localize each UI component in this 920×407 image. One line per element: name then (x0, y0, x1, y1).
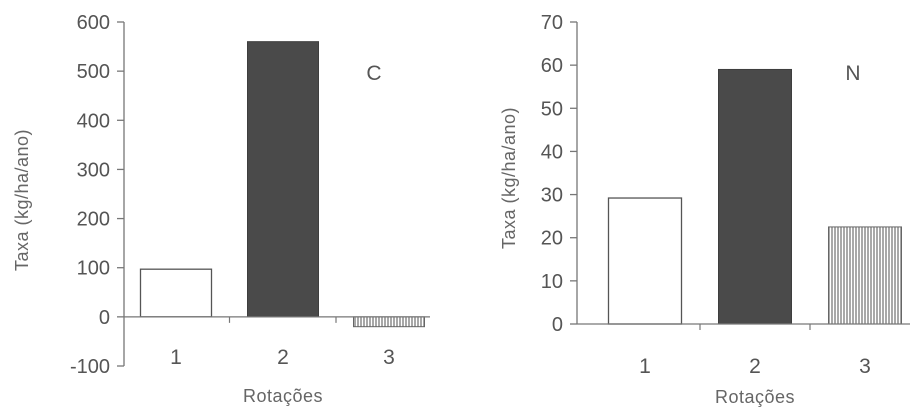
x-tick-label-c-1: 1 (170, 346, 182, 369)
bar-c-2 (247, 41, 319, 318)
y-tick-label-c-200: 200 (77, 209, 110, 231)
y-tick-label-c-400: 400 (77, 110, 110, 132)
bar-n-1 (607, 197, 683, 325)
bar-c-3 (353, 316, 425, 328)
bar-n-2 (718, 68, 792, 325)
y-tick-label-n-20: 20 (541, 228, 563, 250)
y-axis-label-n: Taxa (kg/ha/ano) (499, 107, 519, 249)
y-ticks-c: -100 0 100 200 300 400 500 600 (70, 12, 124, 378)
y-tick-label-c-500: 500 (77, 61, 110, 83)
x-ticks-n: 1 2 3 (639, 324, 871, 378)
x-axis-label-n: Rotações (715, 387, 795, 407)
x-tick-label-n-2: 2 (749, 355, 761, 378)
x-tick-label-n-3: 3 (859, 355, 871, 378)
y-tick-label-c-600: 600 (77, 12, 110, 34)
y-tick-label-n-70: 70 (541, 12, 563, 34)
y-tick-label-c--100: -100 (70, 356, 110, 378)
bars-c (139, 41, 425, 328)
y-tick-label-n-50: 50 (541, 98, 563, 120)
x-axis-label-c: Rotações (243, 386, 323, 406)
y-tick-label-n-40: 40 (541, 141, 563, 163)
panel-label-c: C (366, 62, 381, 85)
y-tick-label-n-30: 30 (541, 185, 563, 207)
x-tick-label-c-3: 3 (383, 346, 395, 369)
x-ticks-c: 1 2 3 (170, 316, 395, 369)
bar-c-1 (139, 268, 213, 318)
y-tick-label-n-60: 60 (541, 55, 563, 77)
y-tick-label-n-10: 10 (541, 271, 563, 293)
y-tick-label-n-0: 0 (552, 314, 563, 336)
y-axis-label-c: Taxa (kg/ha/ano) (12, 129, 32, 271)
panel-label-n: N (845, 62, 860, 85)
bars-n (607, 68, 902, 325)
chart-panel-c: -100 0 100 200 300 400 500 600 1 2 3 Taxa (kg/ha/… (12, 12, 430, 406)
y-tick-label-c-100: 100 (77, 258, 110, 280)
y-tick-label-c-0: 0 (99, 307, 110, 329)
x-tick-label-c-2: 2 (277, 346, 289, 369)
y-ticks-n: 0 10 20 30 40 50 60 70 (541, 12, 577, 336)
y-tick-label-c-300: 300 (77, 159, 110, 181)
bar-n-3 (828, 226, 902, 325)
x-tick-label-n-1: 1 (639, 355, 651, 378)
chart-panel-n: 0 10 20 30 40 50 60 70 1 2 3 Taxa (kg/ha/ano) Rot… (499, 12, 910, 407)
